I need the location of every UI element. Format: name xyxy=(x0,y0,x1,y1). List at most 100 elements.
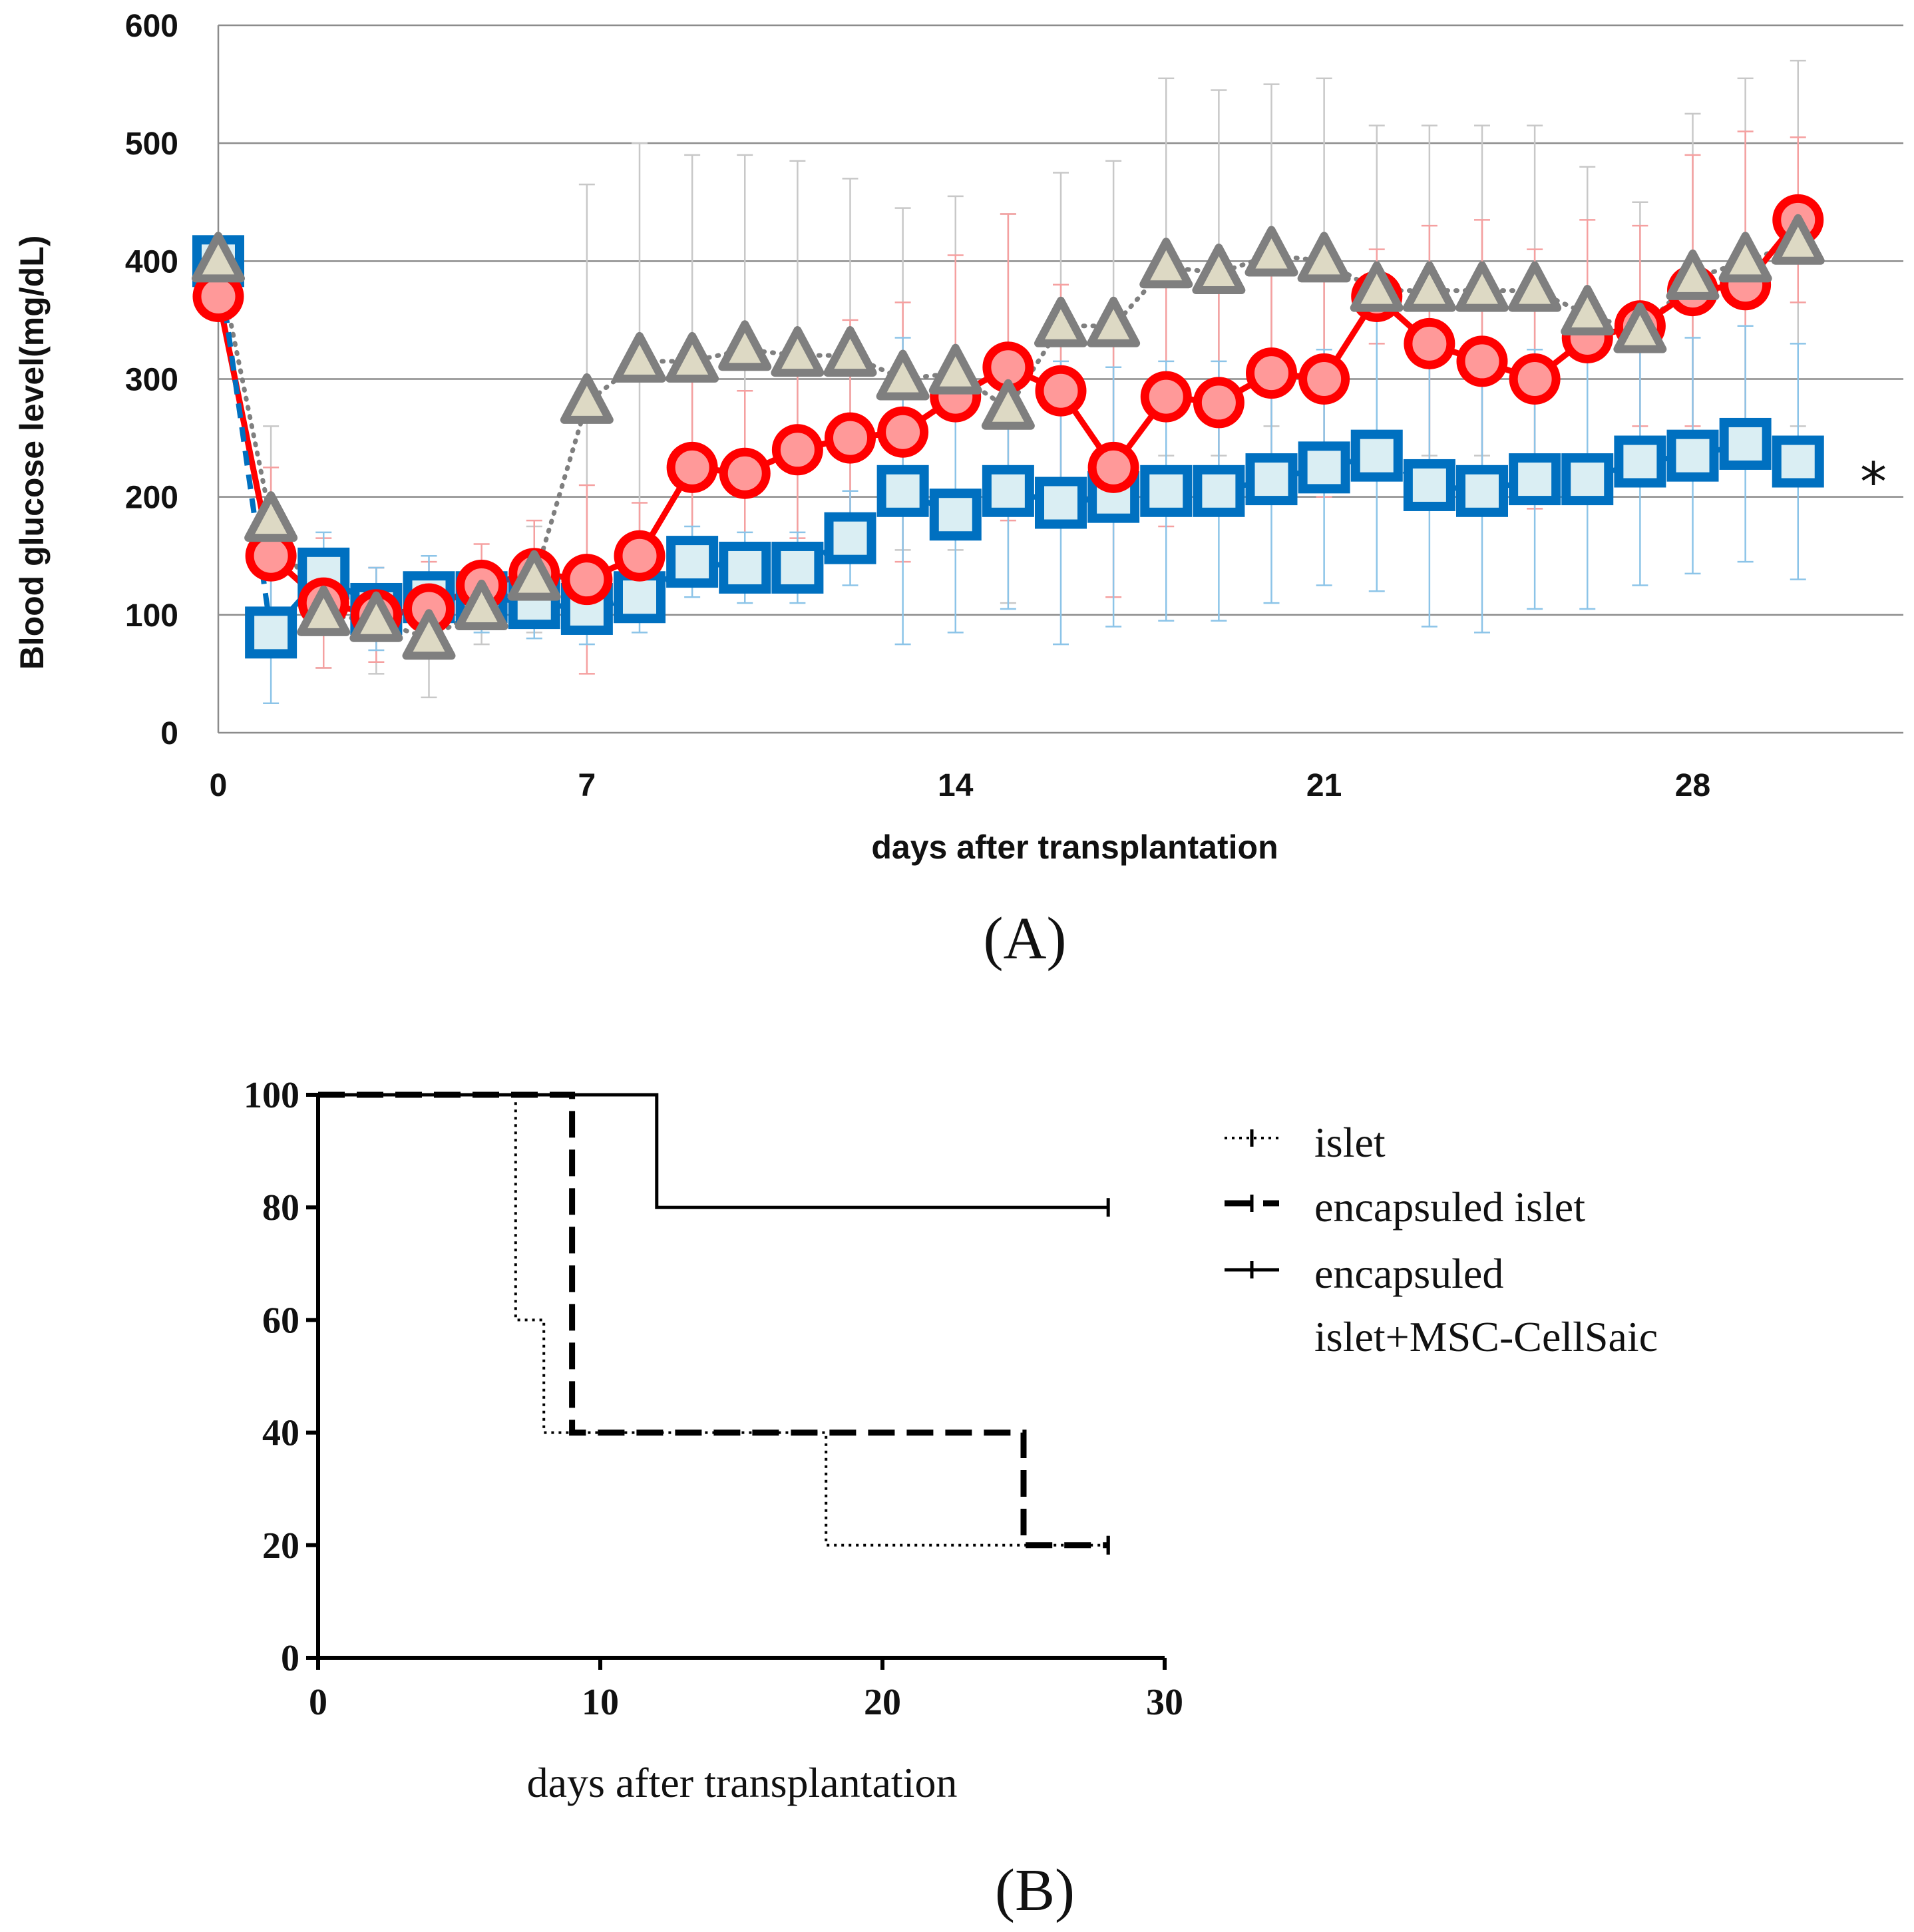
marker-islet-day-19 xyxy=(1192,244,1246,295)
marker-islet-day-14 xyxy=(928,343,982,395)
marker-islet-day-21 xyxy=(1297,232,1351,283)
panel-b-label: (B) xyxy=(995,1857,1075,1923)
marker-encapsuled-islet-msc-cellsaic-day-26 xyxy=(1561,453,1614,506)
y-tick-label-600: 600 xyxy=(125,9,178,44)
marker-encapsuled-islet-msc-cellsaic-day-27 xyxy=(1614,435,1666,488)
marker-islet-day-8 xyxy=(613,331,666,383)
y-tick-label-200: 200 xyxy=(125,481,178,516)
panel-b-tick-labels: 0 20 40 60 80 100 0 10 20 30 xyxy=(244,1075,1183,1723)
marker-islet-day-26 xyxy=(1561,285,1615,336)
marker-islet-day-23 xyxy=(1402,261,1456,312)
marker-encapsuled-islet-msc-cellsaic-day-29 xyxy=(1719,417,1772,470)
y-tick-label-b-80: 80 xyxy=(262,1187,299,1229)
marker-encapsuled-islet-day-8 xyxy=(614,530,666,582)
marker-encapsuled-islet-msc-cellsaic-day-8 xyxy=(614,571,666,624)
marker-islet-day-12 xyxy=(823,326,877,377)
marker-islet-day-20 xyxy=(1244,226,1298,277)
marker-encapsuled-islet-day-20 xyxy=(1246,347,1297,399)
marker-encapsuled-islet-day-17 xyxy=(1087,441,1139,493)
marker-encapsuled-islet-day-7 xyxy=(561,554,613,606)
panel-b-legend: islet encapsuled islet encapsuled islet+… xyxy=(1225,1119,1658,1360)
marker-islet-day-28 xyxy=(1666,249,1720,300)
panel-a-ylabel: Blood glucose level(mg/dL) xyxy=(13,236,51,670)
x-tick-label-21: 21 xyxy=(1306,768,1342,803)
y-tick-label-0: 0 xyxy=(160,716,178,751)
x-tick-label-7: 7 xyxy=(578,768,596,803)
panel-a-annotation-asterisk: * xyxy=(1860,451,1887,513)
marker-encapsuled-islet-msc-cellsaic-day-9 xyxy=(666,536,719,588)
marker-islet-day-1 xyxy=(244,491,298,542)
marker-islet-day-24 xyxy=(1455,261,1509,312)
x-tick-label-b-20: 20 xyxy=(864,1682,901,1723)
marker-islet-day-3 xyxy=(349,591,403,642)
legend-symbol-encapsuled-islet xyxy=(1225,1195,1279,1212)
marker-islet-day-7 xyxy=(560,373,614,424)
marker-encapsuled-islet-msc-cellsaic-day-1 xyxy=(245,606,297,659)
marker-islet-day-18 xyxy=(1139,238,1193,289)
marker-encapsuled-islet-day-24 xyxy=(1456,335,1508,387)
marker-islet-day-15 xyxy=(981,379,1035,430)
x-tick-label-28: 28 xyxy=(1675,768,1710,803)
marker-encapsuled-islet-msc-cellsaic-day-10 xyxy=(719,541,771,594)
panel-b-axes xyxy=(306,1093,1167,1670)
y-tick-label-500: 500 xyxy=(125,126,178,162)
y-tick-label-100: 100 xyxy=(125,598,178,634)
survival-line-islet xyxy=(318,1093,1109,1547)
y-tick-label-b-0: 0 xyxy=(281,1638,299,1679)
marker-encapsuled-islet-day-18 xyxy=(1140,371,1192,423)
marker-encapsuled-islet-day-11 xyxy=(771,424,823,476)
marker-encapsuled-islet-msc-cellsaic-day-19 xyxy=(1193,465,1245,517)
marker-encapsuled-islet-msc-cellsaic-day-12 xyxy=(824,512,876,564)
marker-islet-day-6 xyxy=(507,550,561,601)
marker-islet-day-22 xyxy=(1350,261,1404,312)
marker-encapsuled-islet-day-10 xyxy=(719,447,771,499)
marker-islet-day-13 xyxy=(876,349,930,401)
panel-a-tick-labels: 0 100 200 300 400 500 600 0 7 14 21 28 xyxy=(125,9,1710,803)
marker-islet-day-27 xyxy=(1613,302,1667,353)
panel-a-xlabel: days after transplantation xyxy=(871,829,1278,866)
x-tick-label-b-10: 10 xyxy=(582,1682,619,1723)
marker-encapsuled-islet-msc-cellsaic-day-23 xyxy=(1403,459,1455,511)
marker-islet-day-4 xyxy=(402,609,456,660)
panel-b-survival-lines xyxy=(318,1091,1110,1555)
panel-a-label: (A) xyxy=(984,906,1067,972)
marker-islet-day-2 xyxy=(297,585,351,636)
y-tick-label-b-100: 100 xyxy=(244,1075,299,1116)
y-tick-label-b-60: 60 xyxy=(262,1300,299,1341)
x-tick-label-0: 0 xyxy=(210,768,228,803)
panel-a-axes xyxy=(217,25,1903,734)
marker-encapsuled-islet-day-23 xyxy=(1404,317,1455,369)
survival-line-encapsuled-islet xyxy=(318,1091,1109,1549)
marker-encapsuled-islet-msc-cellsaic-day-13 xyxy=(876,465,929,517)
marker-encapsuled-islet-msc-cellsaic-day-20 xyxy=(1245,453,1298,506)
legend-symbol-encapsuled-islet-msc xyxy=(1225,1261,1279,1278)
x-tick-label-b-0: 0 xyxy=(309,1682,327,1723)
marker-encapsuled-islet-msc-cellsaic-day-16 xyxy=(1035,477,1087,529)
y-tick-label-b-20: 20 xyxy=(262,1525,299,1567)
marker-islet-day-25 xyxy=(1508,261,1562,312)
marker-islet-day-16 xyxy=(1034,296,1087,347)
marker-islet-day-9 xyxy=(666,331,719,383)
x-tick-label-14: 14 xyxy=(938,768,974,803)
marker-islet-day-11 xyxy=(771,326,825,377)
marker-encapsuled-islet-day-25 xyxy=(1509,353,1561,405)
x-tick-label-b-30: 30 xyxy=(1146,1682,1183,1723)
legend-symbol-islet xyxy=(1225,1129,1279,1147)
marker-islet-day-29 xyxy=(1718,232,1772,283)
panel-b-xlabel: days after transplantation xyxy=(527,1759,958,1806)
marker-encapsuled-islet-msc-cellsaic-day-18 xyxy=(1140,465,1193,517)
marker-islet-day-5 xyxy=(455,579,508,630)
marker-encapsuled-islet-msc-cellsaic-day-11 xyxy=(771,541,824,594)
marker-encapsuled-islet-msc-cellsaic-day-24 xyxy=(1456,465,1508,517)
y-tick-label-400: 400 xyxy=(125,244,178,280)
marker-islet-day-30 xyxy=(1771,214,1825,265)
marker-encapsuled-islet-day-12 xyxy=(825,412,876,464)
legend-label-encapsuled-islet: encapsuled islet xyxy=(1314,1183,1585,1231)
legend-label-islet: islet xyxy=(1314,1119,1386,1166)
marker-encapsuled-islet-day-19 xyxy=(1193,377,1244,429)
marker-islet-day-10 xyxy=(718,320,772,371)
marker-encapsuled-islet-msc-cellsaic-day-15 xyxy=(982,465,1034,517)
panel-a-chart: 0 100 200 300 400 500 600 0 7 14 21 28 days after t… xyxy=(13,9,1903,972)
marker-encapsuled-islet-msc-cellsaic-day-28 xyxy=(1666,429,1719,482)
